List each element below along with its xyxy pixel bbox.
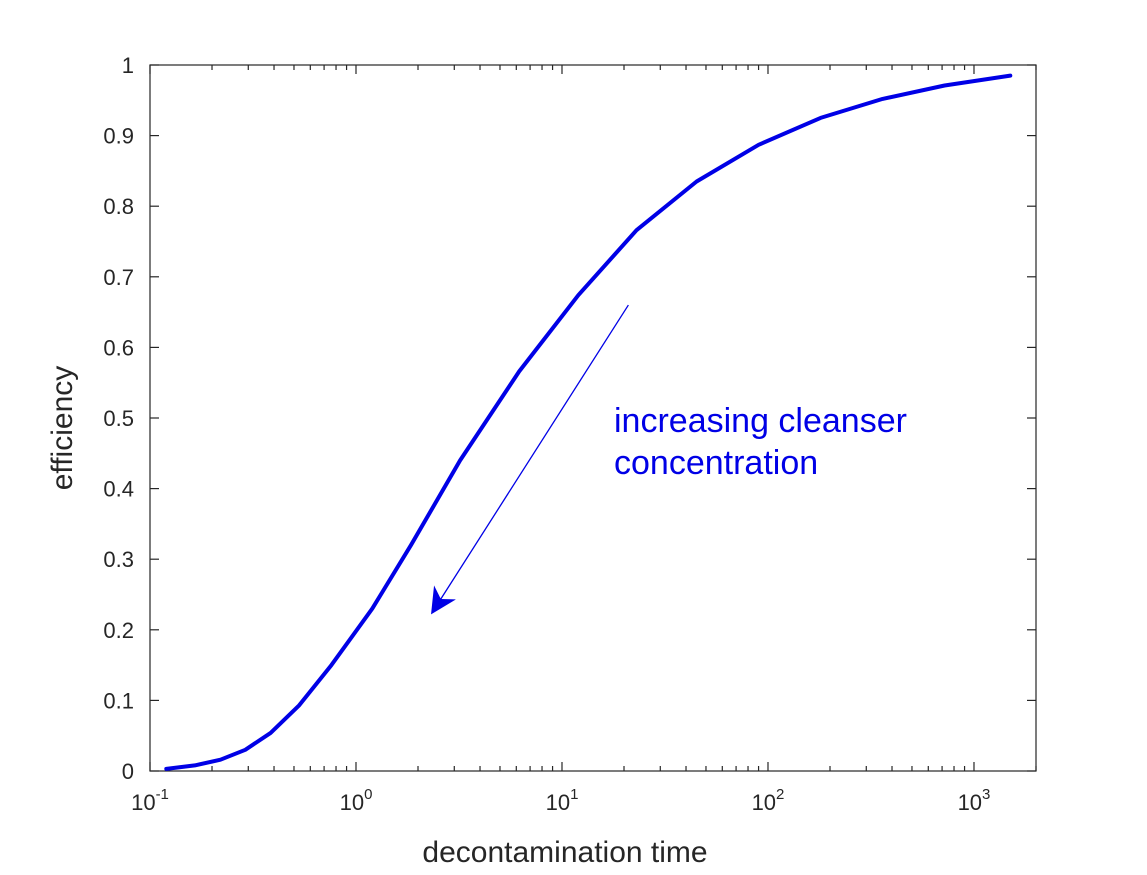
y-tick-label: 0.6 bbox=[103, 335, 134, 360]
x-tick-label: 103 bbox=[958, 786, 991, 815]
annotation-text-line: concentration bbox=[614, 444, 818, 482]
x-tick-exponent: 1 bbox=[570, 786, 578, 803]
x-tick-base: 10 bbox=[958, 790, 982, 815]
x-tick-base: 10 bbox=[752, 790, 776, 815]
x-axis-label: decontamination time bbox=[422, 836, 707, 869]
y-axis-label: efficiency bbox=[46, 366, 79, 491]
plot-area bbox=[149, 64, 1037, 772]
y-tick-label: 0.1 bbox=[103, 688, 134, 713]
y-tick-label: 0.8 bbox=[103, 194, 134, 219]
x-tick-label: 101 bbox=[546, 786, 579, 815]
annotation-arrow bbox=[431, 304, 629, 615]
x-tick-exponent: 0 bbox=[364, 786, 372, 803]
y-tick-label: 0.7 bbox=[103, 265, 134, 290]
x-tick-label: 100 bbox=[340, 786, 373, 815]
y-tick-label: 0.4 bbox=[103, 477, 134, 502]
x-tick-labels: 10-1 100 101 102 103 bbox=[131, 786, 990, 815]
x-tick-exponent: 2 bbox=[776, 786, 784, 803]
x-tick-label: 10-1 bbox=[131, 786, 169, 815]
axis-ticks bbox=[149, 64, 1037, 772]
annotation-text-line: increasing cleanser bbox=[614, 402, 907, 440]
efficiency-curve bbox=[164, 73, 1013, 771]
y-tick-label: 0.9 bbox=[103, 124, 134, 149]
y-tick-labels: 0 0.1 0.2 0.3 0.4 0.5 0.6 0.7 0.8 0.9 1 bbox=[103, 53, 134, 784]
y-tick-label: 0.5 bbox=[103, 406, 134, 431]
series-layer bbox=[164, 73, 1013, 771]
x-tick-base: 10 bbox=[131, 790, 155, 815]
x-tick-base: 10 bbox=[340, 790, 364, 815]
y-tick-label: 0.3 bbox=[103, 547, 134, 572]
x-tick-exponent: 3 bbox=[982, 786, 990, 803]
x-tick-base: 10 bbox=[546, 790, 570, 815]
y-tick-label: 0 bbox=[122, 759, 134, 784]
x-tick-label: 102 bbox=[752, 786, 785, 815]
x-tick-exponent: -1 bbox=[156, 786, 169, 803]
y-tick-label: 0.2 bbox=[103, 618, 134, 643]
y-tick-label: 1 bbox=[122, 53, 134, 78]
annotation-layer: increasing cleanser concentration bbox=[431, 304, 907, 615]
